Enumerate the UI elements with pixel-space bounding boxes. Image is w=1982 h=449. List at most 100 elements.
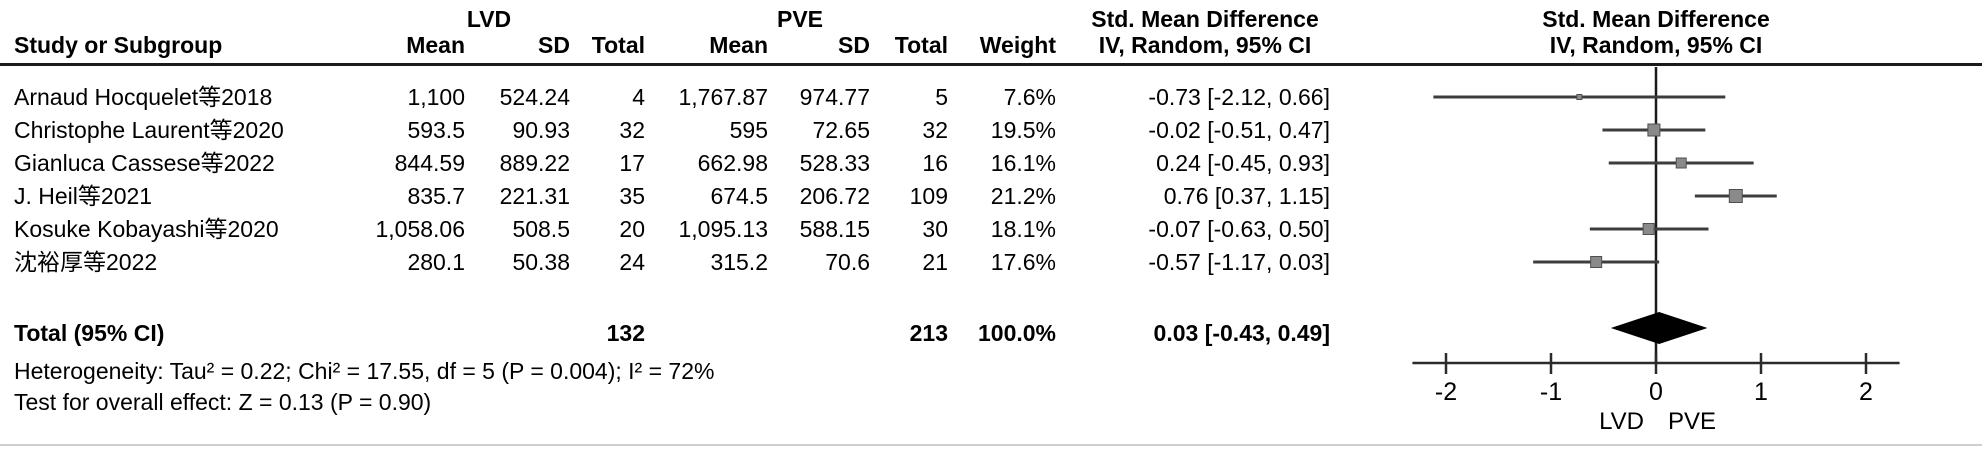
cell-pve-sd: 588.15 (799, 216, 870, 242)
group-label-pve: PVE (776, 6, 824, 32)
cell-pve-mean: 662.98 (697, 150, 768, 176)
cell-lvd-mean: 835.7 (407, 183, 465, 209)
cell-pve-mean: 1,767.87 (678, 84, 768, 110)
study-row: Christophe Laurent等2020 593.5 90.93 32 595 72… (0, 119, 1982, 143)
tick-label: -2 (1435, 378, 1457, 406)
cell-study-name: Arnaud Hocquelet等2018 (14, 84, 273, 110)
cell-ci-text: 0.76 [0.37, 1.15] (1163, 183, 1330, 209)
cell-pve-total: 32 (922, 117, 948, 143)
cell-pve-sd: 72.65 (812, 117, 870, 143)
total-label: Total (95% CI) (14, 320, 165, 346)
col-header-lvd-sd: SD (538, 32, 570, 58)
overall-effect-note: Test for overall effect: Z = 0.13 (P = 0… (14, 389, 432, 415)
effect-marker (1647, 123, 1661, 137)
study-row: 沈裕厚等2022 280.1 50.38 24 315.2 70.6 21 17.6% -0.5… (0, 251, 1982, 275)
header-separator-line (0, 63, 1982, 66)
smd-plot-title: Std. Mean Difference (1542, 6, 1770, 32)
cell-study-name: 沈裕厚等2022 (14, 249, 158, 275)
plot-header-ci: IV, Random, 95% CI (1549, 32, 1763, 58)
favours-left-label: LVD (1599, 408, 1644, 435)
total-pve-total: 213 (909, 320, 948, 346)
col-header-ci: IV, Random, 95% CI (1098, 32, 1312, 58)
total-row: Total (95% CI) 132 213 100.0% 0.03 [-0.4… (0, 322, 1982, 346)
col-header-lvd-total: Total (591, 32, 645, 58)
study-row: Gianluca Cassese等2022 844.59 889.22 17 662.9… (0, 152, 1982, 176)
cell-lvd-sd: 90.93 (512, 117, 570, 143)
cell-lvd-total: 20 (619, 216, 645, 242)
cell-pve-total: 30 (922, 216, 948, 242)
cell-pve-total: 5 (935, 84, 948, 110)
summary-diamond (1610, 312, 1708, 344)
cell-pve-sd: 70.6 (825, 249, 870, 275)
cell-ci-text: -0.73 [-2.12, 0.66] (1148, 84, 1330, 110)
cell-lvd-sd: 50.38 (512, 249, 570, 275)
effect-marker (1675, 157, 1687, 169)
cell-pve-total: 109 (909, 183, 948, 209)
total-weight: 100.0% (977, 320, 1056, 346)
cell-ci-text: 0.24 [-0.45, 0.93] (1156, 150, 1330, 176)
cell-pve-mean: 1,095.13 (678, 216, 768, 242)
cell-study-name: Gianluca Cassese等2022 (14, 150, 275, 176)
effect-marker (1576, 94, 1583, 100)
cell-lvd-mean: 593.5 (407, 117, 465, 143)
cell-lvd-mean: 1,058.06 (375, 216, 465, 242)
study-row: Kosuke Kobayashi等2020 1,058.06 508.5 20 1,09… (0, 218, 1982, 242)
cell-ci-text: -0.07 [-0.63, 0.50] (1148, 216, 1330, 242)
cell-pve-total: 16 (922, 150, 948, 176)
cell-weight: 19.5% (990, 117, 1056, 143)
col-header-pve-sd: SD (838, 32, 870, 58)
tick-label: 0 (1649, 378, 1663, 406)
col-header-pve-total: Total (894, 32, 948, 58)
tick-label: 2 (1859, 378, 1873, 406)
cell-lvd-total: 35 (619, 183, 645, 209)
cell-weight: 17.6% (990, 249, 1056, 275)
tick-label: 1 (1754, 378, 1768, 406)
cell-pve-mean: 315.2 (710, 249, 768, 275)
heterogeneity-note: Heterogeneity: Tau² = 0.22; Chi² = 17.55… (14, 358, 715, 384)
cell-pve-mean: 674.5 (710, 183, 768, 209)
cell-lvd-mean: 844.59 (394, 150, 465, 176)
study-row: J. Heil等2021 835.7 221.31 35 674.5 206.72 109 2… (0, 185, 1982, 209)
col-header-weight: Weight (979, 32, 1056, 58)
cell-ci-text: -0.02 [-0.51, 0.47] (1148, 117, 1330, 143)
cell-weight: 21.2% (990, 183, 1056, 209)
cell-pve-total: 21 (922, 249, 948, 275)
col-header-lvd-mean: Mean (406, 32, 465, 58)
cell-lvd-mean: 1,100 (407, 84, 465, 110)
cell-ci-text: -0.57 [-1.17, 0.03] (1148, 249, 1330, 275)
cell-study-name: Kosuke Kobayashi等2020 (14, 216, 279, 242)
cell-weight: 18.1% (990, 216, 1056, 242)
cell-pve-sd: 974.77 (799, 84, 870, 110)
total-lvd-total: 132 (606, 320, 645, 346)
cell-lvd-sd: 221.31 (499, 183, 570, 209)
col-header-pve-mean: Mean (709, 32, 768, 58)
cell-pve-sd: 206.72 (799, 183, 870, 209)
effect-marker (1590, 256, 1603, 268)
total-ci-text: 0.03 [-0.43, 0.49] (1153, 320, 1330, 346)
tick-label: -1 (1540, 378, 1562, 406)
study-row: Arnaud Hocquelet等2018 1,100 524.24 4 1,767.8… (0, 86, 1982, 110)
cell-lvd-total: 24 (619, 249, 645, 275)
figure-bottom-border (0, 444, 1982, 446)
cell-lvd-total: 32 (619, 117, 645, 143)
cell-lvd-total: 17 (619, 150, 645, 176)
cell-study-name: J. Heil等2021 (14, 183, 153, 209)
cell-lvd-sd: 508.5 (512, 216, 570, 242)
cell-pve-mean: 595 (729, 117, 768, 143)
cell-weight: 7.6% (1003, 84, 1056, 110)
cell-weight: 16.1% (990, 150, 1056, 176)
effect-marker (1728, 189, 1743, 203)
cell-lvd-sd: 889.22 (499, 150, 570, 176)
group-label-lvd: LVD (466, 6, 512, 32)
smd-column-title: Std. Mean Difference (1091, 6, 1319, 32)
effect-marker (1642, 223, 1655, 235)
cell-pve-sd: 528.33 (799, 150, 870, 176)
cell-lvd-total: 4 (632, 84, 645, 110)
cell-lvd-sd: 524.24 (499, 84, 570, 110)
cell-study-name: Christophe Laurent等2020 (14, 117, 284, 143)
col-header-study: Study or Subgroup (14, 32, 223, 58)
cell-lvd-mean: 280.1 (407, 249, 465, 275)
favours-right-label: PVE (1668, 408, 1716, 435)
